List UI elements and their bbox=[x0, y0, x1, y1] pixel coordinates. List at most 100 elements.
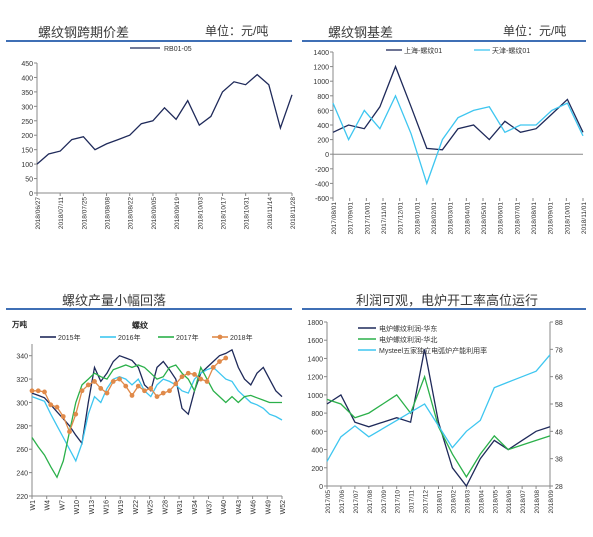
y2-tick-label: 28 bbox=[555, 484, 563, 491]
series-point bbox=[117, 376, 122, 382]
y-tick-label: 50 bbox=[25, 177, 33, 184]
series-point bbox=[142, 388, 147, 394]
x-tick-label: 2018/11/14 bbox=[267, 197, 274, 229]
y-tick-label: 340 bbox=[16, 354, 28, 361]
y-tick-label: 400 bbox=[317, 123, 329, 130]
chart-output: 220 240 260 280 300 320 340 W1 W4 W7 W10 W13 W16 W19 W… bbox=[11, 319, 287, 515]
y-tick-label: 150 bbox=[21, 148, 33, 155]
x-tick-label: W19 bbox=[118, 500, 125, 515]
y-tick-label: -400 bbox=[315, 181, 329, 188]
series-point bbox=[210, 364, 216, 370]
y-tick-label: 1000 bbox=[307, 393, 323, 400]
y-tick-label: 1200 bbox=[307, 375, 323, 382]
x-tick-label: 2018/08/01 bbox=[531, 202, 538, 235]
series-point bbox=[60, 414, 66, 419]
series-point bbox=[148, 386, 154, 391]
x-tick-label: 2017/12/01 bbox=[398, 202, 405, 235]
title-underline bbox=[6, 40, 292, 42]
series-point bbox=[204, 379, 210, 384]
y-tick-label: 200 bbox=[311, 466, 323, 473]
x-tick-label: 2017/10 bbox=[395, 490, 402, 514]
x-tick-label: 2018/09 bbox=[548, 490, 555, 514]
y-tick-label: 0 bbox=[325, 152, 329, 159]
x-tick-label: 2018/03/01 bbox=[448, 202, 455, 235]
chart-basis: -600 -400 -200 0 200 400 600 800 1000 1200 1400 201… bbox=[313, 46, 588, 235]
x-tick-label: W49 bbox=[265, 500, 272, 515]
series-point bbox=[192, 372, 197, 377]
series-point bbox=[48, 402, 54, 408]
y-tick-label: 0 bbox=[319, 484, 323, 491]
x-tick-label: W10 bbox=[74, 500, 81, 515]
x-tick-label: W13 bbox=[89, 500, 96, 515]
x-tick-label: 2017/08/01 bbox=[331, 202, 338, 235]
x-tick-label: 2018/07/11 bbox=[58, 197, 65, 229]
legend-label: 天津-螺纹01 bbox=[492, 46, 530, 55]
x-tick-label: 2018/05 bbox=[492, 490, 499, 514]
series-line bbox=[326, 354, 551, 462]
series-point bbox=[173, 381, 179, 387]
y-tick-label: 800 bbox=[317, 94, 329, 101]
x-tick-label: 2017/09/01 bbox=[348, 202, 355, 235]
series-point bbox=[217, 359, 222, 364]
x-tick-label: 2017/08 bbox=[367, 490, 374, 514]
y-tick-label: 200 bbox=[21, 133, 33, 140]
x-tick-label: 2017/10/01 bbox=[364, 202, 371, 235]
series-point bbox=[160, 390, 166, 396]
series-point bbox=[185, 370, 191, 376]
panel-title: 螺纹钢跨期价差 bbox=[38, 25, 130, 40]
y2-tick-label: 88 bbox=[555, 320, 563, 327]
x-tick-label: 2018/04 bbox=[478, 490, 485, 514]
x-tick-label: W25 bbox=[148, 500, 155, 515]
panel-basis: 螺纹钢基差 单位：元/吨 -600 -400 -200 0 200 400 600 800 10… bbox=[296, 0, 593, 250]
x-tick-label: 2018/07/01 bbox=[514, 202, 521, 235]
x-tick-label: W52 bbox=[280, 500, 287, 515]
series-line bbox=[332, 94, 584, 186]
y-tick-label: 100 bbox=[21, 162, 33, 169]
x-tick-label: 2018/07 bbox=[520, 490, 527, 514]
y-tick-label: 220 bbox=[16, 494, 28, 501]
y-tick-label: 600 bbox=[311, 429, 323, 436]
y2-tick-label: 58 bbox=[555, 402, 563, 409]
series-point bbox=[123, 383, 129, 389]
y-tick-label: -200 bbox=[315, 167, 329, 174]
chart-eaf-profit: 0 200 400 600 800 1000 1200 1400 1600 1800 28 38 48 5… bbox=[307, 320, 563, 514]
legend-label: 电炉螺纹利润-华北 bbox=[379, 335, 437, 344]
series-point bbox=[129, 393, 135, 398]
series-point bbox=[110, 379, 116, 384]
legend-label: 上海-螺纹01 bbox=[404, 46, 442, 55]
x-tick-label: 2018/10/01 bbox=[564, 202, 571, 235]
x-tick-label: 2017/07 bbox=[353, 490, 360, 514]
series-point bbox=[29, 388, 35, 394]
y-tick-label: 1200 bbox=[313, 65, 329, 72]
series-point bbox=[104, 390, 110, 396]
x-tick-label: 2017/12 bbox=[423, 490, 430, 514]
series-line bbox=[32, 357, 227, 434]
x-tick-label: 2018/11/28 bbox=[290, 197, 296, 229]
series-line bbox=[332, 64, 584, 151]
x-tick-label: 2018/06 bbox=[506, 490, 513, 514]
series-line bbox=[31, 366, 283, 463]
legend-label: Mysteel五家独立电弧炉产能利用率 bbox=[379, 346, 487, 355]
x-tick-label: 2017/11/01 bbox=[381, 202, 388, 234]
chart-calendar-spread: 0 50 100 150 200 250 300 350 400 450 2018/06/27 201… bbox=[21, 46, 296, 230]
x-tick-label: W22 bbox=[133, 500, 140, 515]
x-tick-label: W16 bbox=[104, 500, 111, 515]
y-tick-label: 240 bbox=[16, 471, 28, 478]
x-tick-label: 2018/07/25 bbox=[81, 197, 88, 230]
legend-label: RB01-05 bbox=[164, 46, 192, 53]
panel-eaf-profit: 利润可观，电炉开工率高位运行 0 200 400 600 800 1000 1200 1400… bbox=[296, 282, 593, 537]
chart-title: 螺纹 bbox=[132, 320, 149, 330]
x-tick-label: 2018/01/01 bbox=[414, 202, 421, 235]
series-line bbox=[326, 349, 551, 488]
legend-label: 电炉螺纹利润-华东 bbox=[379, 324, 437, 333]
y-tick-label: 300 bbox=[16, 400, 28, 407]
x-tick-label: W34 bbox=[192, 500, 199, 515]
legend-label: 2016年 bbox=[118, 333, 141, 342]
series-point bbox=[85, 382, 91, 388]
x-tick-label: W7 bbox=[59, 500, 66, 511]
x-tick-label: 2018/02 bbox=[450, 490, 457, 514]
x-tick-label: 2018/01 bbox=[437, 490, 444, 514]
y-tick-label: 400 bbox=[21, 75, 33, 82]
series-line bbox=[31, 364, 282, 479]
series-point bbox=[154, 394, 160, 400]
